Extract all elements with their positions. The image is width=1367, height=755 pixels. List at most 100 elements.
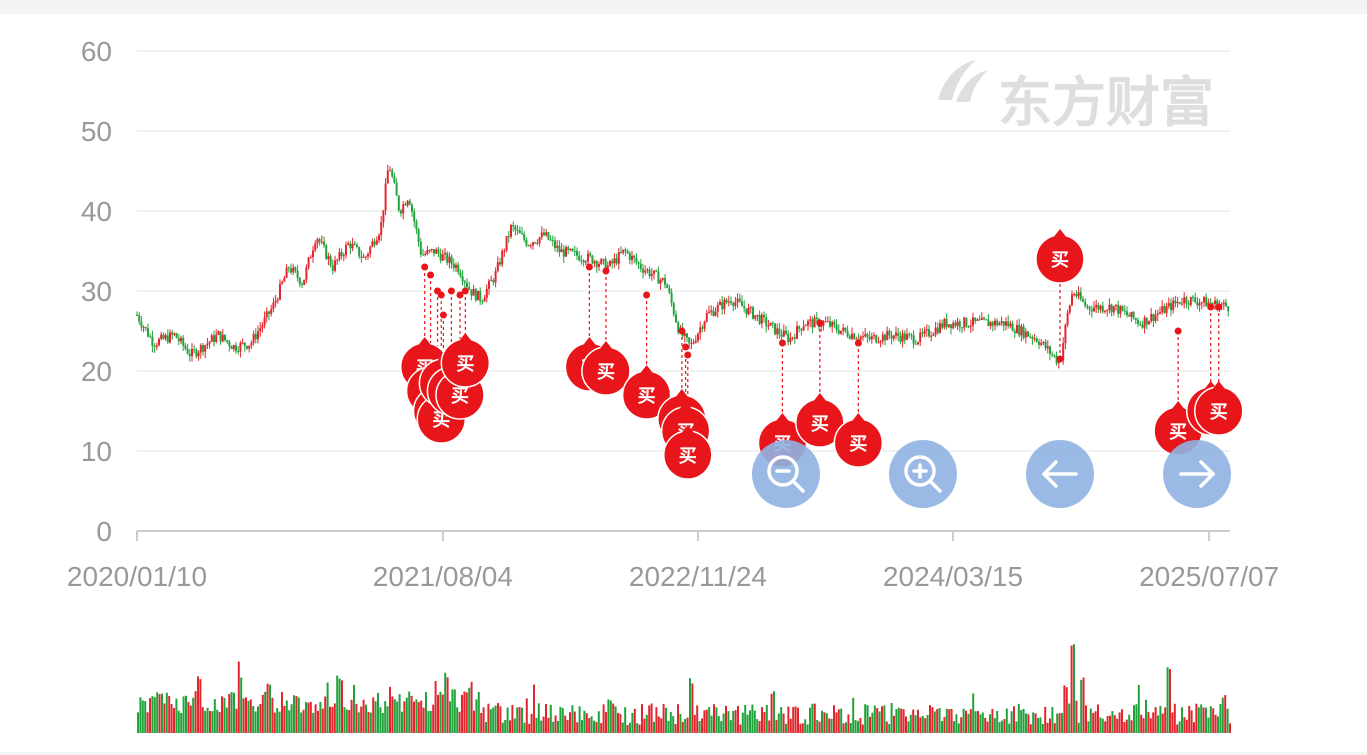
volume-bar (494, 705, 497, 733)
volume-bar (821, 710, 823, 733)
candle-body (565, 247, 567, 257)
candle-body (1084, 301, 1087, 306)
volume-bar (614, 706, 617, 733)
candle-body (1196, 301, 1199, 306)
buy-marker[interactable]: 买 (440, 333, 491, 388)
candle-body (1161, 306, 1164, 313)
candle-body (279, 283, 281, 300)
volume-bar (403, 701, 406, 733)
volume-bar (1109, 715, 1111, 733)
candle-body (294, 267, 297, 271)
volume-bar (878, 711, 881, 733)
buy-marker[interactable]: 买 (1194, 381, 1244, 436)
candle-body (936, 327, 939, 333)
buy-marker[interactable]: 买 (1035, 229, 1085, 284)
scroll-left-button[interactable] (1026, 440, 1094, 508)
candle-body (562, 249, 565, 257)
volume-bar (170, 704, 173, 733)
candle-body (732, 303, 735, 306)
candle-body (250, 342, 253, 346)
candle-body (1150, 314, 1153, 322)
volume-bar (569, 712, 571, 733)
volume-bar (245, 697, 247, 733)
candle-body (283, 277, 286, 282)
y-axis: 0 10 20 30 40 50 60 (81, 36, 112, 547)
candle-body (373, 241, 376, 245)
candle-body (925, 329, 928, 331)
volume-bar (705, 709, 708, 733)
volume-bar (1157, 715, 1159, 733)
volume-bar (960, 717, 963, 733)
buy-marker[interactable]: 买 (581, 341, 631, 396)
candle-body (437, 249, 440, 254)
volume-bar (518, 707, 521, 733)
candle-body (213, 335, 215, 343)
volume-bar (218, 711, 221, 733)
candle-body (624, 249, 627, 251)
buy-marker[interactable]: 买 (621, 365, 672, 420)
candle-body (1209, 302, 1212, 304)
candle-body (419, 241, 422, 255)
y-tick-label: 30 (81, 276, 112, 307)
candle-body (1108, 304, 1111, 311)
volume-bar (989, 714, 991, 733)
volume-bar (1085, 705, 1087, 733)
buy-marker-tip (812, 393, 827, 402)
buy-marker-dot (1207, 303, 1215, 311)
buy-marker-dot (585, 263, 593, 271)
candle-body (406, 200, 409, 206)
volume-bar (1017, 703, 1020, 733)
candle-body (1117, 304, 1120, 314)
volume-bar (1039, 717, 1042, 733)
volume-bar (1116, 718, 1119, 733)
candle-body (769, 322, 772, 326)
candle-body (650, 274, 653, 277)
volume-bar (849, 723, 852, 733)
candle-body (199, 345, 202, 353)
y-tick-label: 50 (81, 116, 112, 147)
candle-body (829, 321, 831, 327)
volume-bar (825, 713, 828, 733)
volume-bar (1089, 708, 1092, 733)
candle-body (468, 287, 471, 290)
volume-bar (813, 703, 816, 733)
candle-body (705, 313, 708, 322)
candle-body (1086, 305, 1089, 307)
volume-bar (271, 697, 274, 733)
volume-bar (230, 692, 233, 733)
candle-body (976, 319, 979, 321)
candle-body (1152, 314, 1155, 321)
candle-body (862, 336, 864, 338)
buy-marker-tip (775, 413, 790, 422)
candle-body (642, 268, 644, 273)
buy-marker-label: 买 (1169, 422, 1187, 443)
candle-body (488, 280, 490, 289)
buy-marker[interactable]: 买 (663, 425, 713, 480)
candle-body (1075, 294, 1078, 297)
volume-bar (684, 718, 687, 733)
candle-body (767, 325, 770, 327)
scroll-right-button[interactable] (1163, 440, 1231, 508)
candle-body (668, 287, 671, 293)
candle-body (210, 335, 213, 342)
candle-body (785, 330, 787, 334)
volume-bar (192, 697, 195, 733)
volume-bar (1171, 712, 1174, 733)
candle-body (182, 337, 185, 346)
zoom-in-button[interactable] (889, 440, 957, 508)
buy-marker[interactable]: 买 (833, 413, 884, 468)
candle-body (1227, 306, 1230, 312)
candle-body (523, 234, 526, 240)
volume-bar (189, 705, 192, 733)
volume-bar (348, 710, 351, 733)
candle-body (221, 334, 224, 342)
volume-bar (441, 694, 444, 733)
candle-body (485, 288, 488, 298)
candle-body (604, 259, 607, 271)
volume-bar (897, 707, 900, 733)
zoom-out-button[interactable] (752, 440, 820, 508)
volume-bar (398, 694, 401, 733)
volume-bar (933, 711, 936, 733)
volume-bar (799, 723, 802, 733)
volume-bar (1032, 712, 1035, 733)
